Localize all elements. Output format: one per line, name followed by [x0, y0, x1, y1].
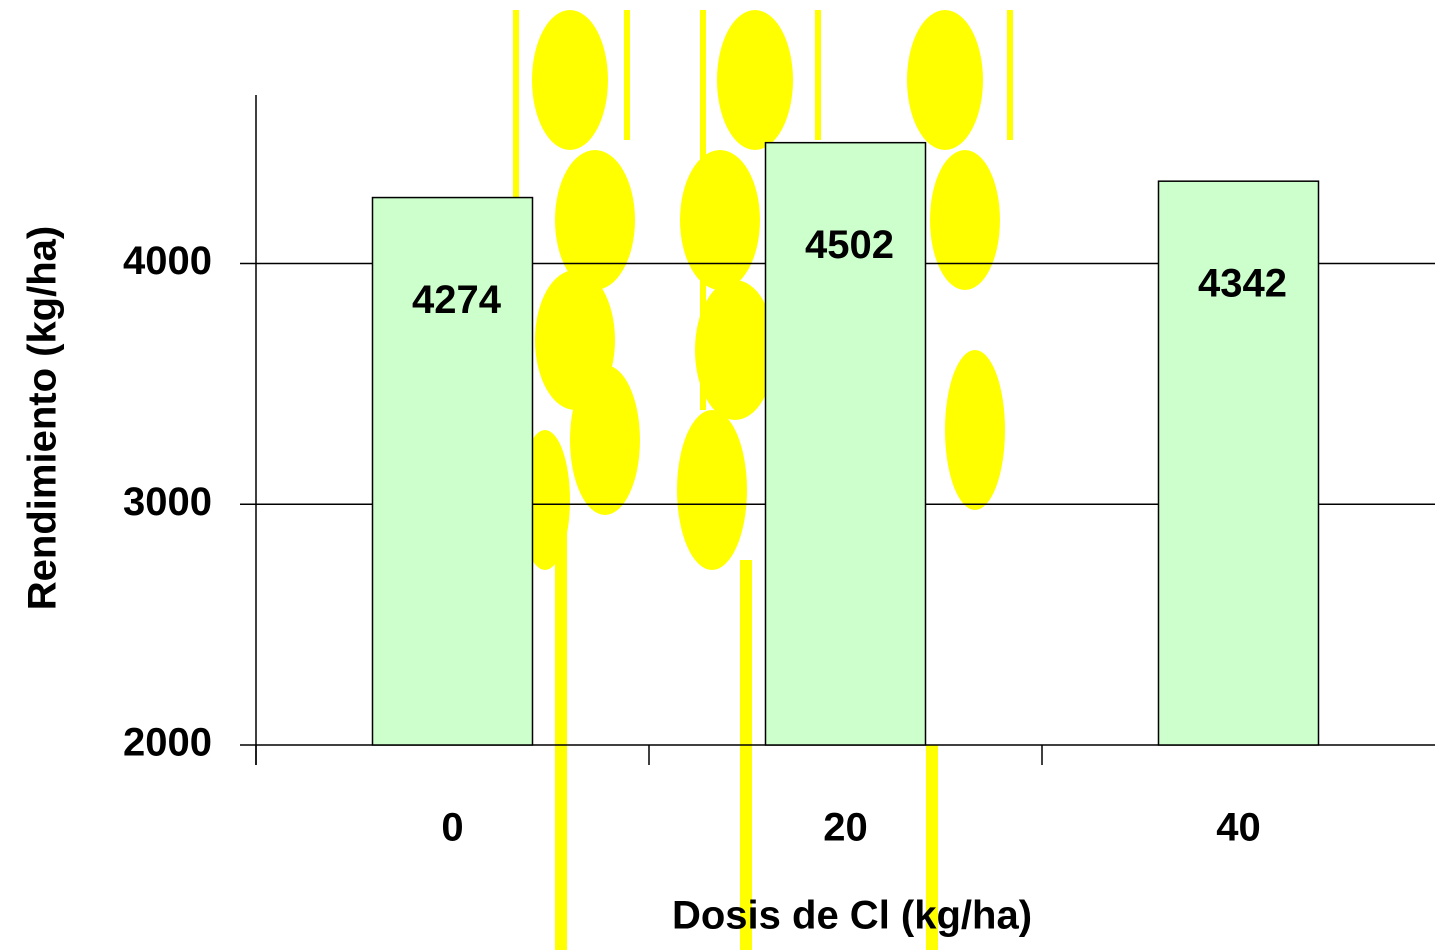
- x-axis-title: Dosis de Cl (kg/ha): [672, 894, 1032, 938]
- value-label: 4502: [805, 223, 894, 267]
- y-tick-label: 3000: [123, 480, 212, 524]
- wheat-decoration: [513, 10, 1013, 950]
- y-tick-label: 4000: [123, 239, 212, 283]
- value-label: 4274: [412, 278, 502, 322]
- y-tick-label: 2000: [123, 721, 212, 765]
- x-tick-label: 0: [441, 806, 463, 850]
- x-tick-label: 40: [1216, 806, 1261, 850]
- y-axis-title: Rendimiento (kg/ha): [21, 226, 65, 610]
- chart: Rendimiento (kg/ha) Dosis de Cl (kg/ha) …: [0, 0, 1435, 950]
- value-label: 4342: [1198, 262, 1287, 306]
- x-tick-label: 20: [823, 806, 868, 850]
